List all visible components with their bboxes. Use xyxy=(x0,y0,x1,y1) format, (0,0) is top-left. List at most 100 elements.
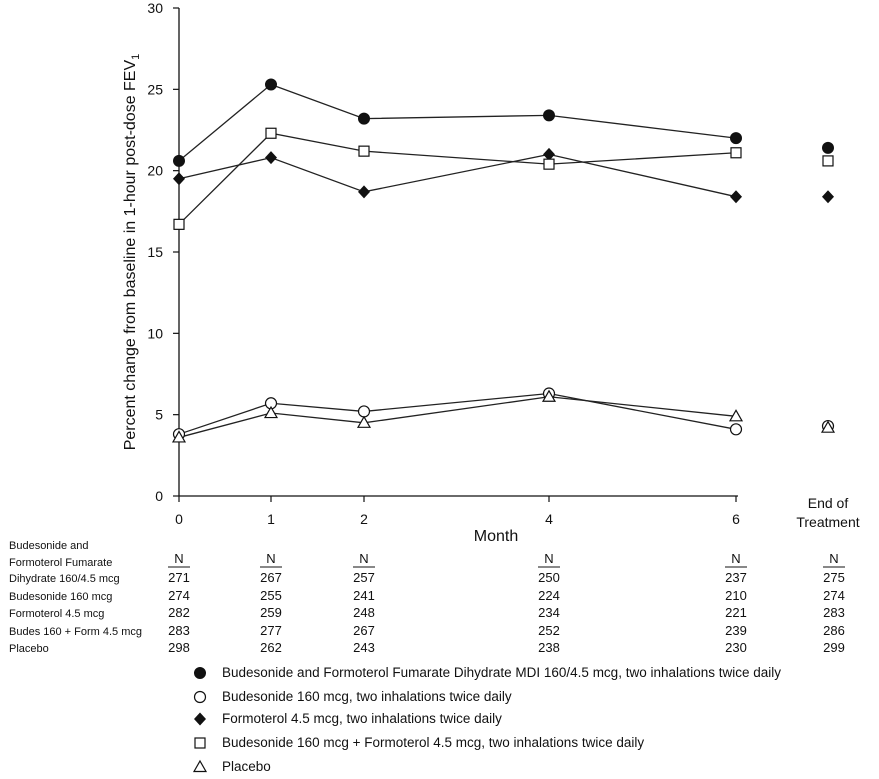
x-tick-label: 2 xyxy=(360,511,368,527)
marker-filled-circle xyxy=(822,141,834,154)
marker-open-square xyxy=(543,158,555,170)
y-tick-label: 30 xyxy=(147,0,163,16)
n-column-header: N xyxy=(544,551,553,566)
series-line-2 xyxy=(178,153,737,198)
marker-filled-diamond xyxy=(822,190,834,204)
x-tick-label: 6 xyxy=(732,511,740,527)
legend-entry-label: Budesonide 160 mcg, two inhalations twic… xyxy=(222,689,512,704)
end-of-treatment-label: Treatment xyxy=(796,514,859,530)
marker-open-square xyxy=(358,145,370,157)
y-axis-title: Percent change from baseline in 1-hour p… xyxy=(122,54,142,451)
n-cell: 210 xyxy=(725,588,747,603)
legend-entry-label: Formoterol 4.5 mcg, two inhalations twic… xyxy=(222,711,502,726)
x-tick-label: 0 xyxy=(175,511,183,527)
legend: Budesonide and Formoterol Fumarate Dihyd… xyxy=(192,665,781,774)
n-cell: 283 xyxy=(823,605,845,620)
marker-open-circle xyxy=(357,405,371,418)
n-column-header: N xyxy=(174,551,183,566)
n-table: N N N N N N Budesonide and Formoterol Fumarate D… xyxy=(9,540,845,655)
x-tick-label: 1 xyxy=(267,511,275,527)
y-axis-title-subscript: 1 xyxy=(130,54,142,60)
marker-open-square xyxy=(173,218,185,230)
n-cell: 239 xyxy=(725,623,747,638)
series-line-3 xyxy=(178,132,737,225)
legend-entry-label: Budesonide and Formoterol Fumarate Dihyd… xyxy=(222,665,781,680)
n-column-header: N xyxy=(829,551,838,566)
end-of-treatment-label: End of xyxy=(808,495,849,511)
n-cell: 274 xyxy=(823,588,845,603)
n-cell: 283 xyxy=(168,623,190,638)
y-tick-label: 15 xyxy=(147,244,163,260)
n-row-label: Budesonide 160 mcg xyxy=(9,591,112,603)
n-cell: 275 xyxy=(823,570,845,585)
n-cell: 224 xyxy=(538,588,560,603)
chart-axes: 0 5 10 15 20 25 30 0 1 2 4 6 End of Treatment Month Per… xyxy=(122,0,860,545)
n-cell: 299 xyxy=(823,640,845,655)
n-cell: 243 xyxy=(353,640,375,655)
n-cell: 286 xyxy=(823,623,845,638)
marker-open-triangle xyxy=(356,415,372,428)
n-cell: 238 xyxy=(538,640,560,655)
y-tick-label: 5 xyxy=(155,407,163,423)
marker-filled-circle xyxy=(358,112,370,125)
n-cell: 230 xyxy=(725,640,747,655)
n-column-header: N xyxy=(359,551,368,566)
marker-filled-diamond xyxy=(543,147,555,161)
n-cell: 274 xyxy=(168,588,190,603)
series-markers xyxy=(171,78,836,443)
n-cell: 255 xyxy=(260,588,282,603)
marker-open-square xyxy=(822,155,834,167)
x-axis-title: Month xyxy=(474,528,518,545)
n-cell: 277 xyxy=(260,623,282,638)
n-cell: 237 xyxy=(725,570,747,585)
marker-filled-circle xyxy=(194,667,206,679)
n-cell: 252 xyxy=(538,623,560,638)
n-row-label: Dihydrate 160/4.5 mcg xyxy=(9,573,120,585)
marker-filled-diamond xyxy=(358,185,370,199)
n-row-label: Formoterol 4.5 mcg xyxy=(9,608,104,620)
n-cell: 248 xyxy=(353,605,375,620)
n-cell: 259 xyxy=(260,605,282,620)
y-tick-label: 25 xyxy=(147,81,163,97)
marker-filled-diamond xyxy=(730,190,742,204)
n-cell: 221 xyxy=(725,605,747,620)
n-cell: 250 xyxy=(538,570,560,585)
y-tick-label: 10 xyxy=(147,325,163,341)
series-lines xyxy=(178,83,737,439)
n-cell: 267 xyxy=(260,570,282,585)
n-cell: 298 xyxy=(168,640,190,655)
marker-open-triangle xyxy=(541,389,557,402)
n-cell: 262 xyxy=(260,640,282,655)
y-tick-label: 20 xyxy=(147,163,163,179)
marker-open-circle xyxy=(193,690,207,704)
marker-open-triangle xyxy=(192,759,208,773)
legend-entry-label: Budesonide 160 mcg + Formoterol 4.5 mcg,… xyxy=(222,735,644,750)
marker-open-triangle xyxy=(263,405,279,419)
marker-open-square xyxy=(265,127,277,139)
marker-open-triangle xyxy=(171,430,187,443)
marker-filled-circle xyxy=(543,109,555,122)
n-cell: 271 xyxy=(168,570,190,585)
n-column-header: N xyxy=(731,551,740,566)
n-cell: 267 xyxy=(353,623,375,638)
legend-entry-label: Placebo xyxy=(222,759,271,774)
marker-filled-diamond xyxy=(265,151,277,165)
n-row-label: Placebo xyxy=(9,643,49,655)
n-row-label: Budes 160 + Form 4.5 mcg xyxy=(9,626,142,638)
n-column-header: N xyxy=(266,551,275,566)
marker-filled-circle xyxy=(730,132,742,145)
marker-open-square xyxy=(730,147,742,159)
marker-filled-circle xyxy=(265,78,277,91)
n-cell: 282 xyxy=(168,605,190,620)
n-cell: 241 xyxy=(353,588,375,603)
marker-open-triangle xyxy=(728,409,744,422)
marker-open-circle xyxy=(729,423,743,436)
marker-filled-diamond xyxy=(173,172,185,186)
n-row-label: Budesonide and xyxy=(9,540,89,552)
marker-filled-circle xyxy=(173,154,185,167)
series-line-1 xyxy=(178,392,737,435)
n-cell: 234 xyxy=(538,605,560,620)
x-tick-label: 4 xyxy=(545,511,553,527)
n-row-label: Formoterol Fumarate xyxy=(9,557,112,569)
